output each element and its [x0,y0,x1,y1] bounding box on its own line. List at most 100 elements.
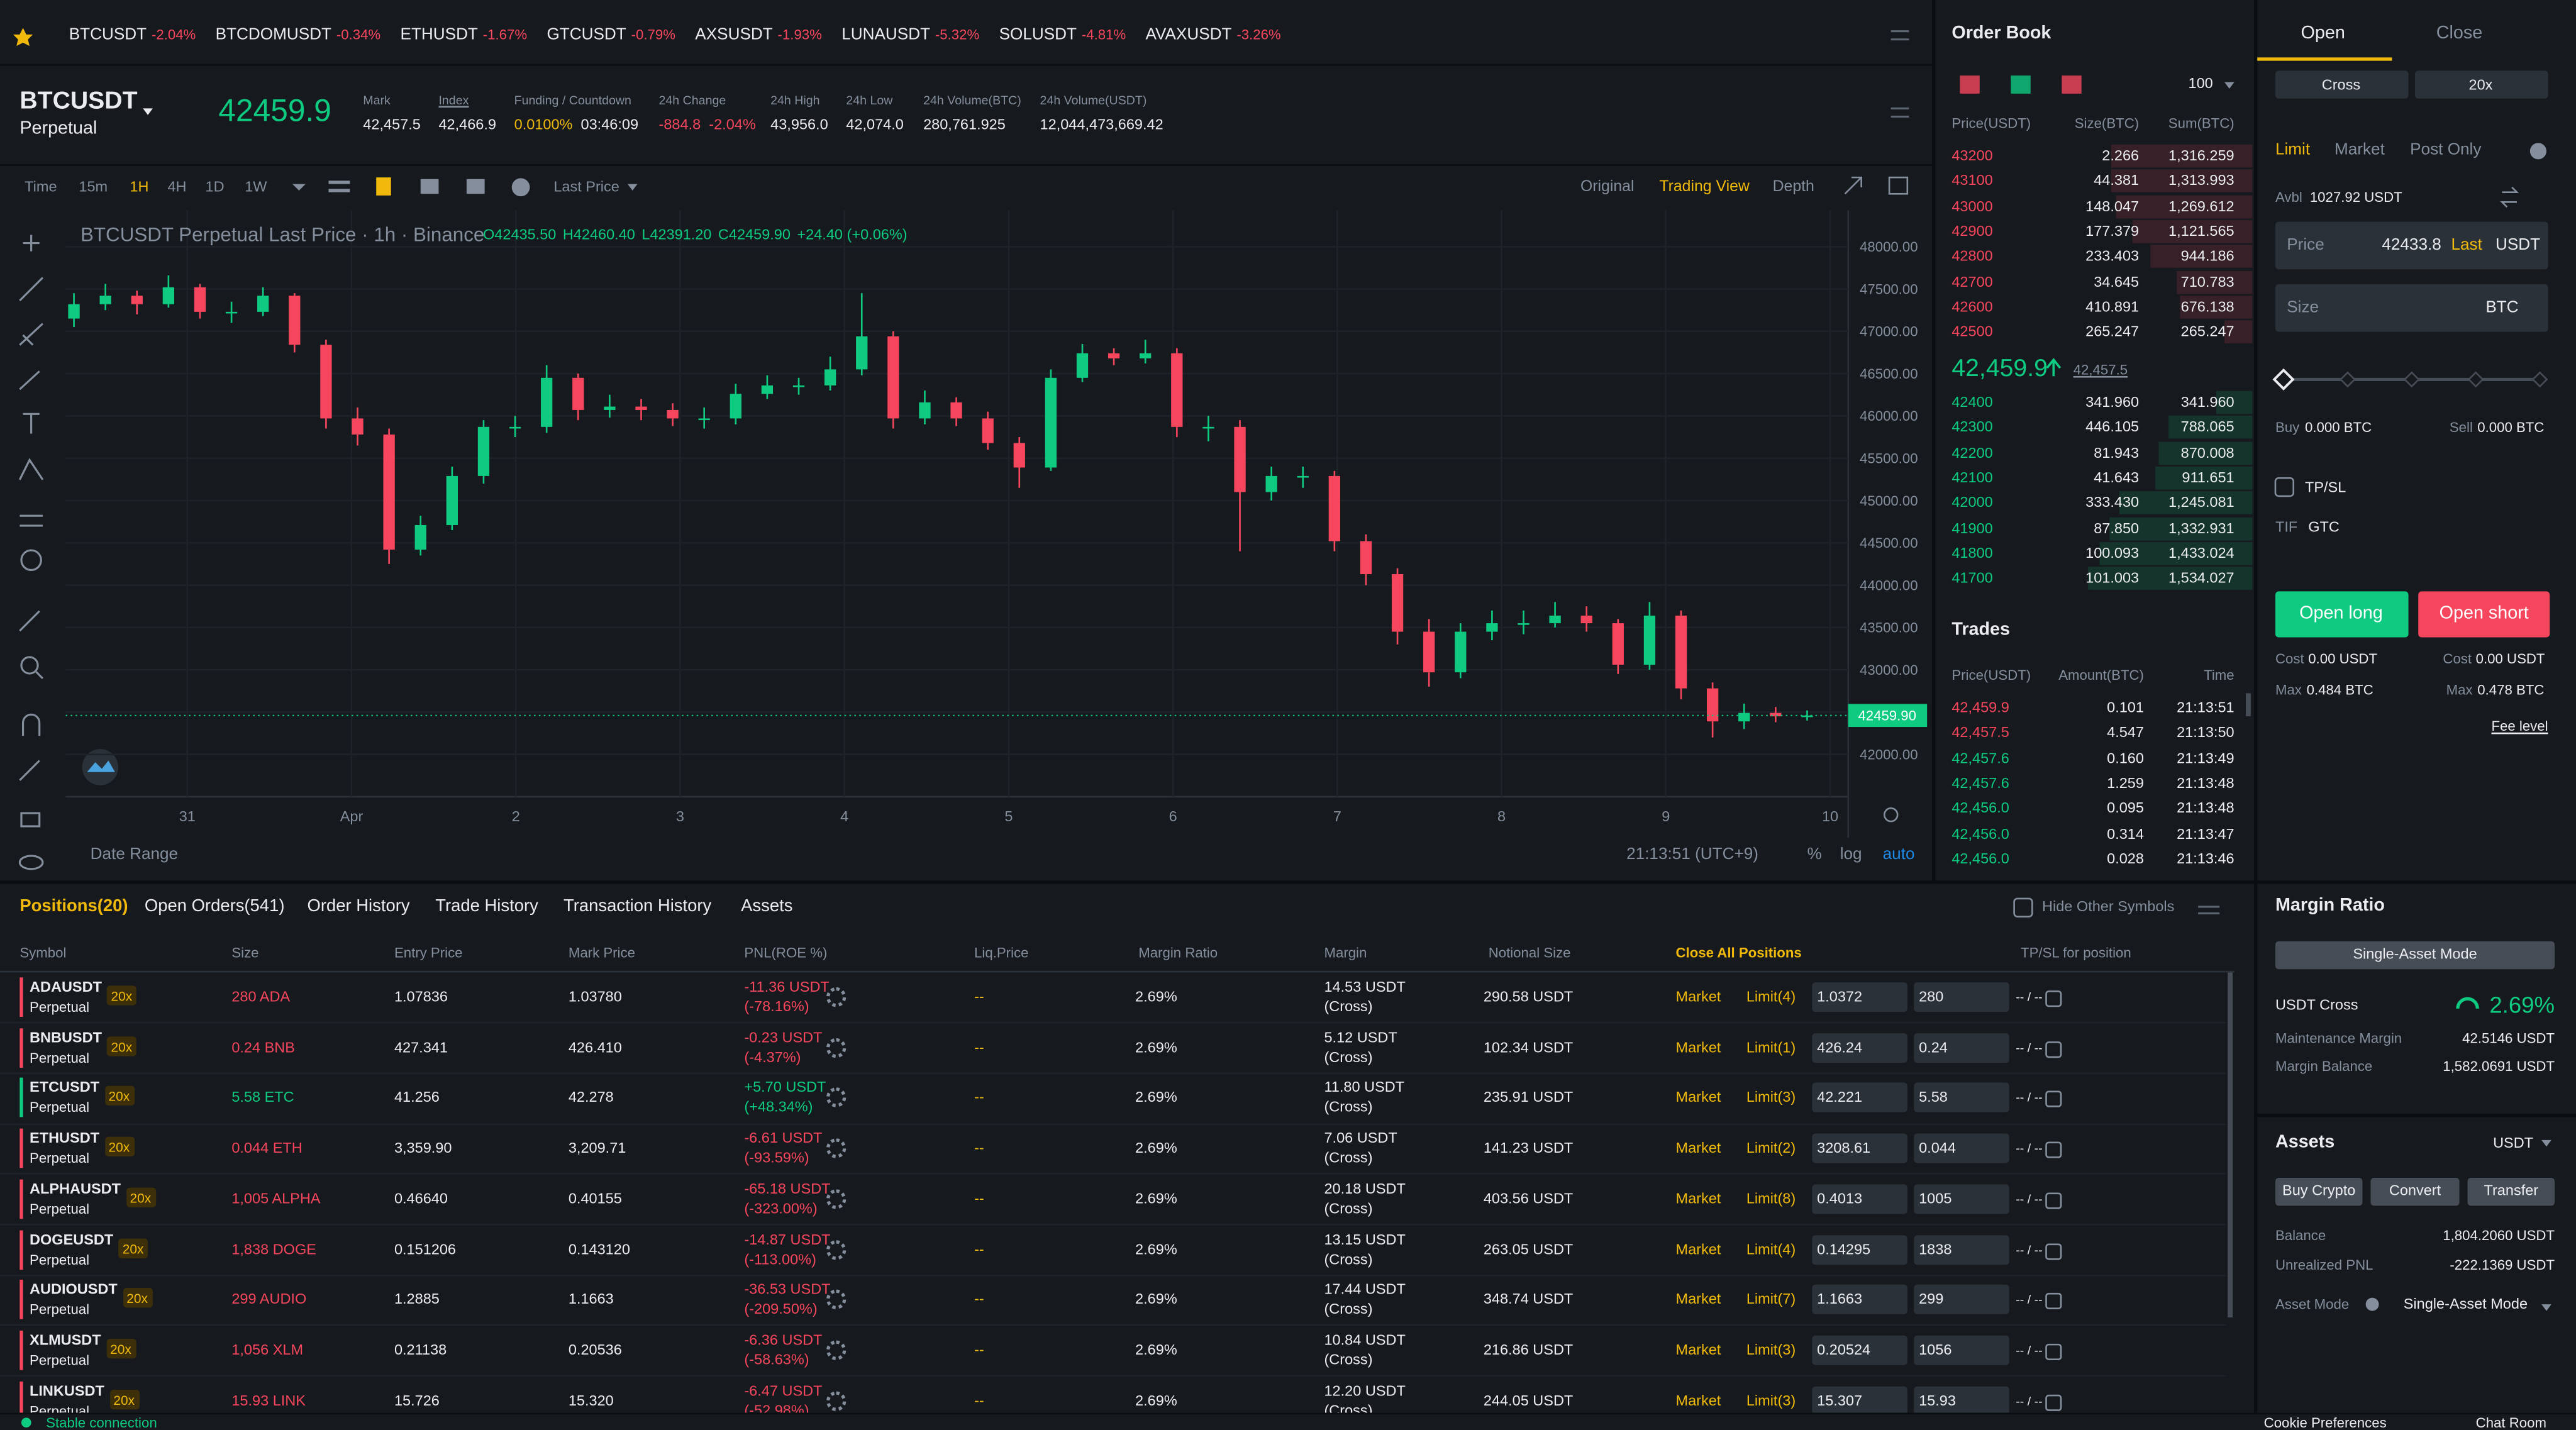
ticker-item[interactable]: ETHUSDT -1.67% [401,26,528,45]
qty-input[interactable] [1914,1033,2009,1063]
info-icon[interactable] [2529,143,2546,160]
account-select[interactable]: USDT Cross [2275,996,2358,1013]
button-label[interactable]: Buy Crypto [2282,1182,2356,1199]
button-label[interactable]: Transfer [2484,1182,2539,1199]
positions-tab[interactable]: Order History [307,896,410,916]
asset-button[interactable] [2467,1177,2555,1206]
edit-icon[interactable] [2045,1343,2062,1360]
share-icon[interactable] [826,1390,847,1411]
tpsl-value[interactable]: -- / -- [2016,1393,2043,1408]
qty-input[interactable] [1914,1234,2009,1265]
order-type-tab[interactable]: Limit [2275,141,2311,160]
ticker-item[interactable]: AXSUSDT -1.93% [695,26,822,45]
position-symbol[interactable]: ETHUSDT [30,1129,100,1146]
position-symbol[interactable]: XLMUSDT [30,1331,101,1348]
limit-close-button[interactable]: Limit(2) [1746,1139,1796,1156]
edit-icon[interactable] [2045,990,2062,1007]
limit-close-button[interactable]: Limit(4) [1746,1240,1796,1257]
share-icon[interactable] [826,1239,847,1260]
price-ref[interactable]: Last [2451,236,2482,255]
position-symbol[interactable]: BNBUSDT [30,1029,102,1046]
share-icon[interactable] [826,1038,847,1058]
price-input[interactable] [1812,1133,1907,1163]
market-close-button[interactable]: Market [1675,1038,1721,1055]
interval-button[interactable]: 1D [205,178,225,195]
edit-icon[interactable] [2045,1041,2062,1058]
drawing-tools[interactable] [18,235,44,870]
price-input[interactable] [1812,1285,1907,1315]
tpsl-value[interactable]: -- / -- [2016,1090,2043,1106]
price-input[interactable] [1812,1234,1907,1265]
asset-mode-select[interactable]: Single-Asset Mode [2403,1295,2528,1312]
tab[interactable]: Close [2436,23,2483,43]
limit-close-button[interactable]: Limit(7) [1746,1290,1796,1307]
limit-close-button[interactable]: Limit(3) [1746,1341,1796,1358]
toolbar-icons[interactable] [292,177,638,197]
position-symbol[interactable]: ETCUSDT [30,1079,100,1096]
market-close-button[interactable]: Market [1675,1190,1721,1207]
open-long-button[interactable] [2275,591,2409,638]
qty-input[interactable] [1914,1083,2009,1113]
hide-other-symbols[interactable]: Hide Other Symbols [2042,897,2175,914]
positions-tab[interactable]: Trade History [435,896,538,916]
ticker-item[interactable]: AVAXUSDT -3.26% [1146,26,1281,45]
interval-button[interactable]: 4H [167,178,187,195]
order-type-tab[interactable]: Market [2334,141,2385,160]
position-symbol[interactable]: DOGEUSDT [30,1230,114,1247]
position-symbol[interactable]: AUDIOUSDT [30,1281,118,1298]
order-book-layout-icons[interactable] [1960,75,2235,94]
price-input[interactable] [1812,982,1907,1012]
market-close-button[interactable]: Market [1675,1139,1721,1156]
positions-tab[interactable]: Assets [741,896,793,916]
asset-button[interactable] [2370,1177,2460,1206]
currency-select[interactable]: USDT [2493,1134,2534,1151]
price-input[interactable] [1812,1033,1907,1063]
share-icon[interactable] [826,1138,847,1158]
limit-close-button[interactable]: Limit(3) [1746,1392,1796,1409]
slider[interactable] [2272,368,2548,391]
view-tab[interactable]: Depth [1772,177,1814,196]
positions-tab[interactable]: Open Orders(541) [144,896,285,916]
edit-icon[interactable] [2045,1243,2062,1260]
price-input[interactable] [1812,1385,1907,1413]
view-tab[interactable]: Trading View [1659,177,1750,196]
market-close-button[interactable]: Market [1675,1290,1721,1307]
limit-close-button[interactable]: Limit(8) [1746,1190,1796,1207]
market-close-button[interactable]: Market [1675,1089,1721,1106]
qty-input[interactable] [1914,1133,2009,1163]
edit-icon[interactable] [2045,1293,2062,1310]
scale-option[interactable]: % [1807,846,1822,865]
share-icon[interactable] [826,987,847,1007]
positions-tab[interactable]: Positions(20) [19,896,128,916]
share-icon[interactable] [826,1290,847,1310]
ticker-item[interactable]: SOLUSDT -4.81% [999,26,1126,45]
tpsl-toggle[interactable]: TP/SL [2304,479,2346,496]
tpsl-value[interactable]: -- / -- [2016,1292,2043,1307]
edit-icon[interactable] [2045,1394,2062,1411]
tpsl-value[interactable]: -- / -- [2016,1241,2043,1257]
positions-tab[interactable]: Transaction History [564,896,712,916]
share-icon[interactable] [826,1340,847,1360]
column-header[interactable]: Close All Positions [1675,944,1802,961]
depth-select[interactable]: 100 [2188,75,2213,92]
symbol-dropdown[interactable] [143,108,153,115]
hide-checkbox[interactable] [2013,897,2033,917]
price-input[interactable] [1812,1083,1907,1113]
ticker-item[interactable]: BTCDOMUSDT -0.34% [216,26,381,45]
qty-input[interactable] [1914,1385,2009,1413]
edit-icon[interactable] [2045,1091,2062,1108]
position-symbol[interactable]: ADAUSDT [30,978,102,995]
tpsl-value[interactable]: -- / -- [2016,1040,2043,1055]
interval-button[interactable]: 1W [245,178,267,195]
size-input[interactable] [2275,284,2548,332]
order-type-tab[interactable]: Post Only [2410,141,2482,160]
swap-icon[interactable] [2500,186,2519,208]
tpsl-checkbox[interactable] [2274,477,2295,497]
open-short-button[interactable] [2418,591,2550,638]
scale-option[interactable]: auto [1882,846,1915,865]
ticker-item[interactable]: BTCUSDT -2.04% [69,26,196,45]
favorite-icon[interactable] [13,28,33,47]
tpsl-value[interactable]: -- / -- [2016,989,2043,1005]
qty-input[interactable] [1914,1183,2009,1214]
view-icons[interactable] [1844,176,1909,823]
